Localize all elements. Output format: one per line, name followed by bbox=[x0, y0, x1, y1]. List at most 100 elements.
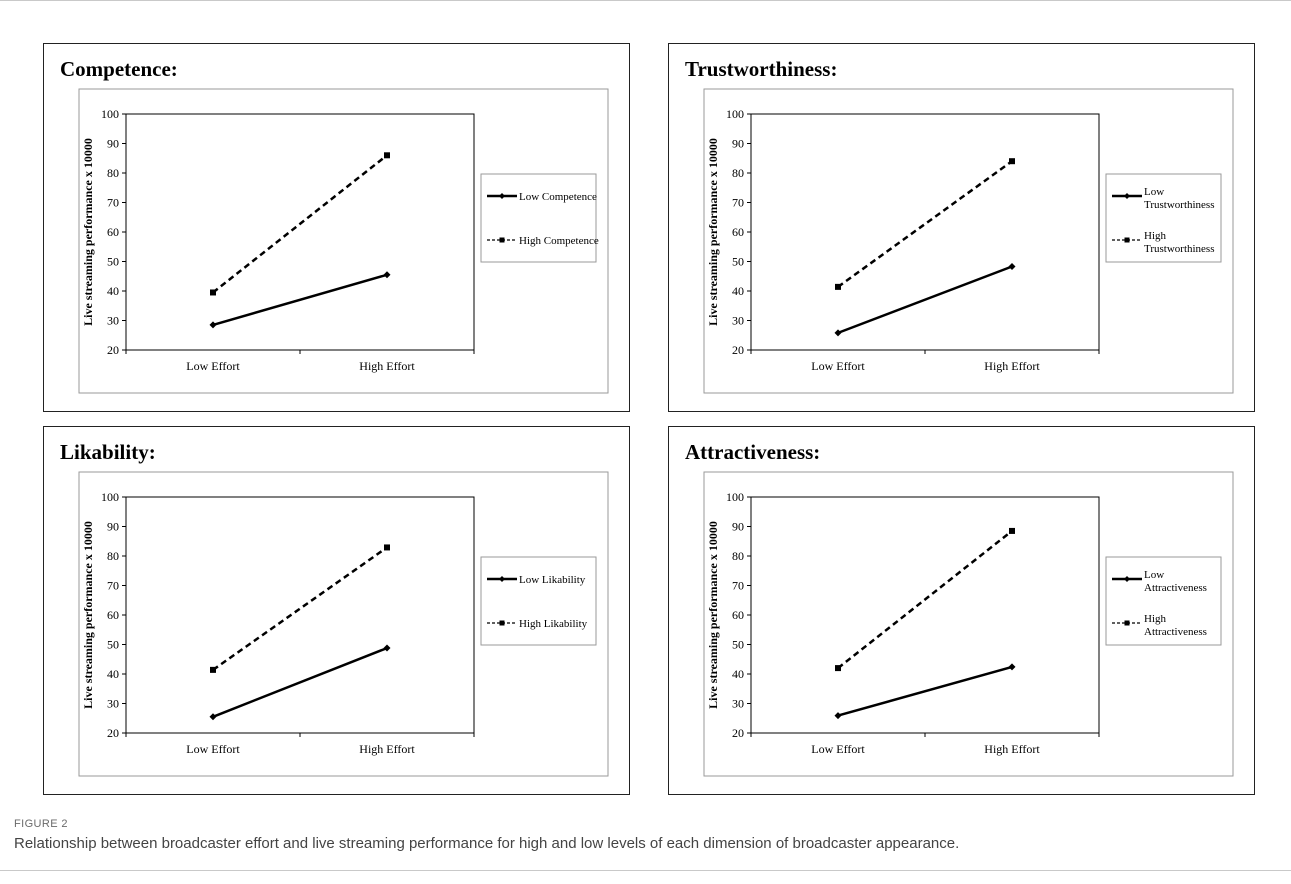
series-line bbox=[212, 154, 388, 294]
data-point bbox=[209, 321, 217, 329]
legend-label: Low Competence bbox=[519, 191, 597, 203]
y-tick-label: 70 bbox=[732, 196, 744, 210]
axes-box bbox=[750, 113, 1100, 351]
chart-svg: 20 30 40 50 60 70 80 90 100 Low Effort High Effort… bbox=[703, 471, 1234, 777]
bottom-divider bbox=[0, 870, 1291, 871]
y-tick-label: 90 bbox=[732, 137, 744, 151]
data-point bbox=[835, 283, 841, 290]
y-tick-label: 30 bbox=[732, 697, 744, 711]
plot-area-frame bbox=[703, 88, 1234, 394]
chart-panel-competence: Competence: 20 30 40 50 60 70 80 90 100 Low Effor… bbox=[43, 43, 630, 412]
legend-label: High Likability bbox=[519, 618, 588, 630]
chart-svg: 20 30 40 50 60 70 80 90 100 Low Effort High Effort… bbox=[703, 88, 1234, 394]
legend-swatch-marker bbox=[499, 237, 505, 243]
y-tick-label: 30 bbox=[107, 697, 119, 711]
y-tick-label: 100 bbox=[726, 490, 744, 504]
y-tick-label: 70 bbox=[107, 196, 119, 210]
data-point bbox=[384, 152, 390, 159]
y-tick-label: 100 bbox=[101, 490, 119, 504]
x-tick-label: Low Effort bbox=[186, 742, 240, 756]
chart-svg: 20 30 40 50 60 70 80 90 100 Low Effort High Effort… bbox=[78, 88, 609, 394]
x-tick-label: Low Effort bbox=[186, 359, 240, 373]
data-point bbox=[1008, 263, 1016, 271]
x-tick-label: High Effort bbox=[359, 742, 415, 756]
legend-label: High Competence bbox=[519, 235, 599, 247]
y-tick-label: 70 bbox=[732, 579, 744, 593]
y-tick-label: 20 bbox=[107, 726, 119, 740]
legend-box bbox=[480, 173, 597, 263]
data-point bbox=[1009, 527, 1015, 534]
plot-area-frame bbox=[78, 471, 609, 777]
legend-label: Low Trustworthiness bbox=[1144, 186, 1215, 211]
series-line bbox=[837, 529, 1013, 670]
y-tick-label: 50 bbox=[732, 255, 744, 269]
chart-title: Attractiveness: bbox=[685, 440, 821, 464]
y-tick-label: 60 bbox=[732, 608, 744, 622]
y-tick-label: 50 bbox=[732, 638, 744, 652]
y-tick-label: 30 bbox=[107, 314, 119, 328]
y-axis-label: Live streaming performance x 10000 bbox=[81, 138, 95, 326]
y-tick-label: 20 bbox=[107, 343, 119, 357]
data-point bbox=[383, 644, 391, 652]
y-tick-label: 60 bbox=[107, 225, 119, 239]
y-tick-label: 90 bbox=[107, 520, 119, 534]
plot-area-frame bbox=[78, 88, 609, 394]
x-tick-label: Low Effort bbox=[811, 742, 865, 756]
plot-area-frame bbox=[703, 471, 1234, 777]
chart-title: Trustworthiness: bbox=[685, 57, 838, 81]
y-tick-label: 40 bbox=[732, 667, 744, 681]
chart-svg: 20 30 40 50 60 70 80 90 100 Low Effort High Effort… bbox=[78, 471, 609, 777]
y-tick-label: 20 bbox=[732, 343, 744, 357]
x-tick-label: High Effort bbox=[359, 359, 415, 373]
chart-title: Competence: bbox=[60, 57, 178, 81]
legend-label: High Attractiveness bbox=[1144, 613, 1207, 638]
figure-label: FIGURE 2 bbox=[14, 818, 68, 830]
axes-box bbox=[125, 113, 475, 351]
y-tick-label: 40 bbox=[107, 667, 119, 681]
y-tick-label: 50 bbox=[107, 638, 119, 652]
chart-panel-likability: Likability: 20 30 40 50 60 70 80 90 100 Low Effor… bbox=[43, 426, 630, 795]
legend-label: High Trustworthiness bbox=[1144, 230, 1215, 255]
x-tick-label: High Effort bbox=[984, 742, 1040, 756]
y-tick-label: 40 bbox=[732, 284, 744, 298]
series-line bbox=[837, 265, 1013, 335]
legend-box bbox=[480, 556, 597, 646]
legend-box bbox=[1105, 173, 1222, 263]
x-tick-label: Low Effort bbox=[811, 359, 865, 373]
axes-box bbox=[125, 496, 475, 734]
y-tick-label: 90 bbox=[732, 520, 744, 534]
legend-box bbox=[1105, 556, 1222, 646]
y-tick-label: 70 bbox=[107, 579, 119, 593]
y-axis-label: Live streaming performance x 10000 bbox=[81, 521, 95, 709]
y-tick-label: 80 bbox=[107, 166, 119, 180]
data-point bbox=[383, 271, 391, 279]
data-point bbox=[209, 713, 217, 721]
legend-swatch-marker bbox=[1124, 193, 1130, 199]
y-tick-label: 30 bbox=[732, 314, 744, 328]
y-tick-label: 80 bbox=[732, 549, 744, 563]
legend-label: Low Likability bbox=[519, 574, 586, 586]
data-point bbox=[210, 666, 216, 673]
data-point bbox=[834, 329, 842, 337]
chart-panel-trustworthiness: Trustworthiness: 20 30 40 50 60 70 80 90 100 Low … bbox=[668, 43, 1255, 412]
top-divider bbox=[0, 0, 1291, 1]
y-tick-label: 50 bbox=[107, 255, 119, 269]
series-line bbox=[837, 160, 1013, 288]
y-tick-label: 40 bbox=[107, 284, 119, 298]
legend-swatch-marker bbox=[499, 620, 505, 626]
legend-swatch-marker bbox=[499, 193, 505, 199]
series-line bbox=[212, 273, 388, 327]
series-line bbox=[212, 546, 388, 671]
legend-label: Low Attractiveness bbox=[1144, 569, 1207, 594]
legend-swatch-marker bbox=[1124, 237, 1130, 243]
legend-swatch-marker bbox=[1124, 576, 1130, 582]
x-tick-label: High Effort bbox=[984, 359, 1040, 373]
figure-caption: Relationship between broadcaster effort … bbox=[14, 835, 960, 852]
y-tick-label: 80 bbox=[107, 549, 119, 563]
chart-panel-attractiveness: Attractiveness: 20 30 40 50 60 70 80 90 100 Low E… bbox=[668, 426, 1255, 795]
data-point bbox=[1009, 158, 1015, 165]
y-axis-label: Live streaming performance x 10000 bbox=[706, 521, 720, 709]
series-line bbox=[837, 665, 1013, 717]
data-point bbox=[210, 289, 216, 296]
y-tick-label: 60 bbox=[732, 225, 744, 239]
